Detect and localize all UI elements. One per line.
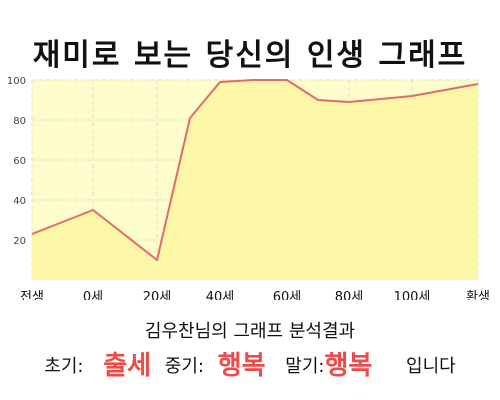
- y-tick-label: 40: [13, 196, 26, 207]
- chart-title: 재미로 보는 당신의 인생 그래프: [32, 38, 468, 73]
- x-tick-label: 40세: [206, 290, 235, 300]
- x-tick-label: 60세: [273, 290, 302, 300]
- early-label: 초기:: [44, 356, 84, 377]
- analysis-summary: 김우찬님의 그래프 분석결과: [144, 321, 356, 342]
- y-tick-label: 80: [13, 116, 26, 127]
- middle-value: 행복: [217, 351, 266, 381]
- x-tick-label: 80세: [335, 290, 364, 300]
- y-tick-label: 60: [13, 156, 26, 167]
- y-tick-label: 20: [13, 236, 26, 247]
- x-tick-label: 100세: [394, 290, 431, 300]
- late-value: 행복: [324, 351, 373, 381]
- x-tick-label: 전생: [20, 290, 44, 300]
- life-graph-chart: 20 40 60 80 100 전생 0세 20세 40세 60세 80세 100세 환생: [7, 76, 490, 300]
- late-label: 말기:: [285, 356, 325, 377]
- result-suffix: 입니다: [406, 356, 456, 377]
- early-value: 출세: [103, 351, 152, 381]
- x-tick-label: 0세: [83, 290, 103, 300]
- x-tick-label: 20세: [143, 290, 172, 300]
- x-tick-label: 환생: [466, 290, 490, 300]
- analysis-result: 초기: 출세 중기: 행복 말기:행복 입니다: [0, 345, 500, 382]
- life-area-fill: [32, 80, 478, 280]
- middle-label: 중기:: [164, 356, 204, 377]
- y-tick-label: 100: [7, 76, 26, 87]
